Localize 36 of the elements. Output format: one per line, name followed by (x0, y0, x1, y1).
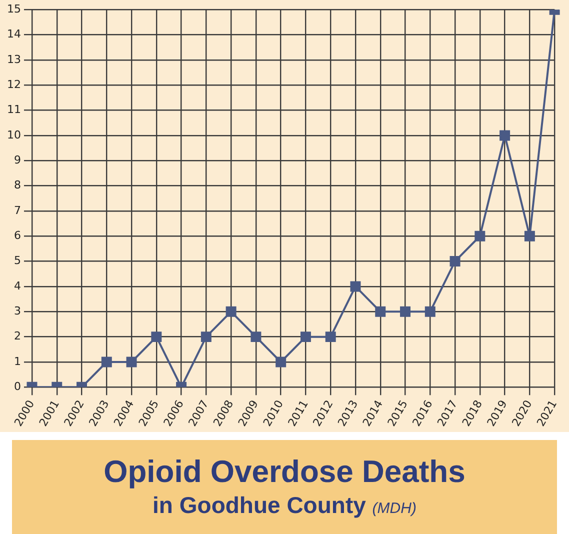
y-tick-label: 0 (14, 380, 21, 394)
y-tick-label: 12 (6, 78, 21, 91)
point (325, 332, 336, 342)
y-tick-label: 15 (6, 2, 21, 16)
point (200, 332, 212, 342)
point (450, 256, 460, 267)
y-tick-label: 2 (14, 330, 21, 343)
point (524, 230, 535, 242)
y-tick-label: 4 (14, 279, 21, 292)
point (500, 130, 510, 141)
text: in Goodhue County (152, 492, 366, 518)
y-tick-label: 1 (14, 354, 21, 368)
point (226, 306, 236, 317)
y-tick-label: 8 (14, 178, 21, 192)
y-tick-label: 6 (14, 228, 21, 242)
y-tick-label: 11 (6, 103, 21, 116)
point (126, 356, 137, 368)
point (151, 332, 162, 342)
point (276, 356, 286, 368)
y-tick-label: 5 (14, 254, 21, 268)
point (250, 332, 262, 342)
y-tick-label: 9 (14, 153, 21, 166)
point (424, 306, 436, 317)
y-tick-label: 10 (6, 128, 21, 142)
y-tick-label: 14 (6, 28, 21, 41)
y-tick-label: 7 (14, 204, 21, 217)
y-tick-label: 13 (6, 52, 21, 66)
point (350, 281, 361, 292)
y-tick-label: 3 (14, 304, 21, 318)
point (474, 230, 486, 242)
point (101, 356, 112, 368)
point (300, 332, 311, 342)
point (375, 306, 386, 317)
point (400, 306, 411, 317)
text: Opioid Overdose Deaths (102, 453, 466, 490)
text: (MDH) (372, 500, 416, 517)
